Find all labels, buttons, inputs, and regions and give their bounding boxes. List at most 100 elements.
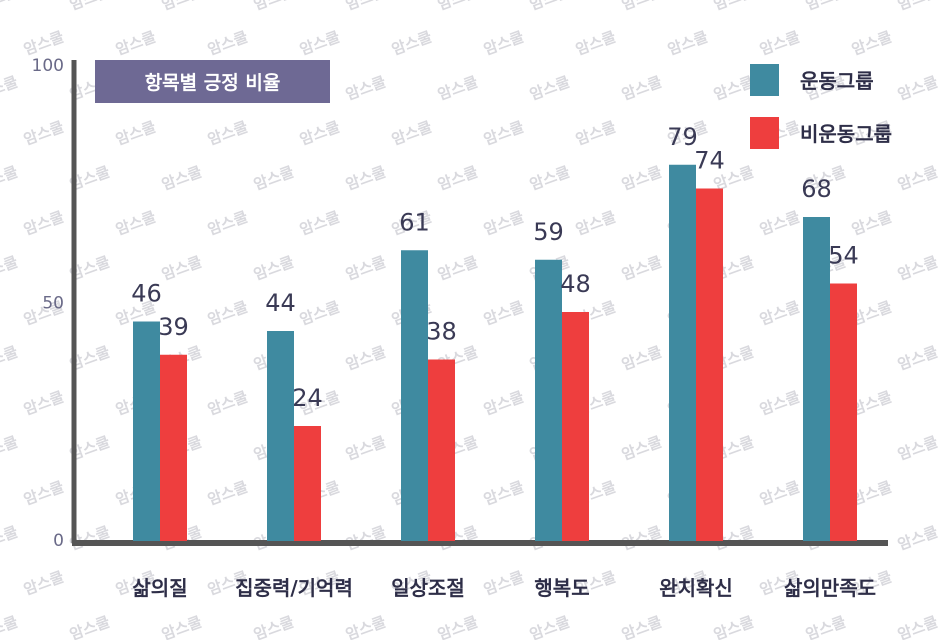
watermark-text: 암스쿨: [619, 613, 664, 640]
bar-series: [133, 164, 857, 541]
chart-title: 항목별 긍정 비율: [95, 60, 330, 103]
data-label: 54: [828, 242, 859, 270]
data-label: 48: [560, 270, 591, 298]
watermark-text: 암스쿨: [481, 388, 526, 419]
watermark-text: 암스쿨: [159, 0, 204, 14]
category-label: 집중력/기억력: [235, 576, 353, 600]
watermark-text: 암스쿨: [205, 388, 250, 419]
data-label: 39: [158, 313, 189, 341]
watermark-text: 암스쿨: [0, 433, 20, 464]
watermark-text: 암스쿨: [389, 28, 434, 59]
watermark-text: 암스쿨: [0, 523, 20, 554]
bar-exercise: [133, 321, 160, 541]
watermark-text: 암스쿨: [711, 73, 756, 104]
watermark-text: 암스쿨: [343, 163, 388, 194]
data-label: 79: [667, 123, 698, 151]
watermark-text: 암스쿨: [481, 118, 526, 149]
watermark-text: 암스쿨: [895, 433, 940, 464]
watermark-text: 암스쿨: [619, 0, 664, 14]
category-label: 행복도: [534, 576, 589, 600]
chart-axes: [71, 60, 888, 546]
watermark-text: 암스쿨: [895, 163, 940, 194]
watermark-text: 암스쿨: [0, 0, 20, 14]
watermark-text: 암스쿨: [481, 28, 526, 59]
watermark-text: 암스쿨: [0, 73, 20, 104]
data-label: 46: [131, 280, 162, 308]
watermark-text: 암스쿨: [343, 73, 388, 104]
watermark-text: 암스쿨: [205, 118, 250, 149]
bar-exercise: [803, 217, 830, 541]
watermark-text: 암스쿨: [481, 208, 526, 239]
watermark-text: 암스쿨: [435, 73, 480, 104]
watermark-text: 암스쿨: [21, 568, 66, 599]
bar-non-exercise: [428, 359, 455, 541]
watermark-text: 암스쿨: [895, 613, 940, 640]
bar-non-exercise: [830, 283, 857, 541]
watermark-text: 암스쿨: [757, 298, 802, 329]
watermark-text: 암스쿨: [21, 478, 66, 509]
watermark-text: 암스쿨: [849, 208, 894, 239]
watermark-text: 암스쿨: [757, 388, 802, 419]
watermark-text: 암스쿨: [803, 0, 848, 14]
watermark-text: 암스쿨: [205, 28, 250, 59]
watermark-text: 암스쿨: [711, 0, 756, 14]
watermark-text: 암스쿨: [205, 478, 250, 509]
watermark-text: 암스쿨: [573, 208, 618, 239]
watermark-text: 암스쿨: [757, 478, 802, 509]
watermark-text: 암스쿨: [527, 163, 572, 194]
legend-label: 비운동그룹: [800, 122, 892, 146]
watermark-text: 암스쿨: [343, 523, 388, 554]
watermark-text: 암스쿨: [297, 298, 342, 329]
watermark-text: 암스쿨: [343, 613, 388, 640]
watermark-text: 암스쿨: [343, 0, 388, 14]
watermark-text: 암스쿨: [343, 433, 388, 464]
watermark-text: 암스쿨: [435, 253, 480, 284]
watermark-text: 암스쿨: [297, 118, 342, 149]
watermark-text: 암스쿨: [205, 208, 250, 239]
legend-label: 운동그룹: [800, 69, 874, 93]
data-label: 59: [533, 218, 564, 246]
y-tick-labels: 0 50 100: [32, 56, 64, 551]
watermark-text: 암스쿨: [757, 28, 802, 59]
watermark-text: 암스쿨: [895, 343, 940, 374]
bar-non-exercise: [562, 312, 589, 541]
watermark-text: 암스쿨: [619, 433, 664, 464]
y-tick-label: 50: [42, 294, 64, 314]
bar-non-exercise: [696, 188, 723, 541]
watermark-text: 암스쿨: [757, 208, 802, 239]
watermark-text: 암스쿨: [435, 613, 480, 640]
category-label: 삶의질: [132, 576, 187, 600]
data-label: 61: [399, 208, 430, 236]
watermark-text: 암스쿨: [619, 253, 664, 284]
watermark-text: 암스쿨: [895, 73, 940, 104]
watermark-text: 암스쿨: [481, 478, 526, 509]
category-label: 완치확신: [659, 576, 733, 600]
watermark-text: 암스쿨: [481, 568, 526, 599]
watermark-text: 암스쿨: [895, 253, 940, 284]
y-tick-label: 100: [32, 56, 64, 76]
watermark-text: 암스쿨: [21, 208, 66, 239]
bar-exercise: [535, 259, 562, 541]
legend-swatch: [750, 64, 779, 96]
watermark-text: 암스쿨: [113, 118, 158, 149]
watermark-text: 암스쿨: [159, 253, 204, 284]
watermark-text: 암스쿨: [251, 253, 296, 284]
watermark-text: 암스쿨: [619, 73, 664, 104]
y-tick-label: 0: [53, 531, 64, 551]
watermark-text: 암스쿨: [619, 523, 664, 554]
watermark-text: 암스쿨: [0, 343, 20, 374]
category-label: 일상조절: [391, 576, 465, 600]
watermark-text: 암스쿨: [297, 208, 342, 239]
watermark-text: 암스쿨: [251, 613, 296, 640]
watermark-text: 암스쿨: [435, 163, 480, 194]
watermark-text: 암스쿨: [527, 613, 572, 640]
watermark-text: 암스쿨: [527, 0, 572, 14]
watermark-text: 암스쿨: [435, 0, 480, 14]
bar-exercise: [669, 164, 696, 541]
watermark-text: 암스쿨: [0, 163, 20, 194]
legend-swatch: [750, 117, 779, 149]
watermark-text: 암스쿨: [527, 73, 572, 104]
watermark-text: 암스쿨: [343, 253, 388, 284]
watermark-text: 암스쿨: [895, 523, 940, 554]
